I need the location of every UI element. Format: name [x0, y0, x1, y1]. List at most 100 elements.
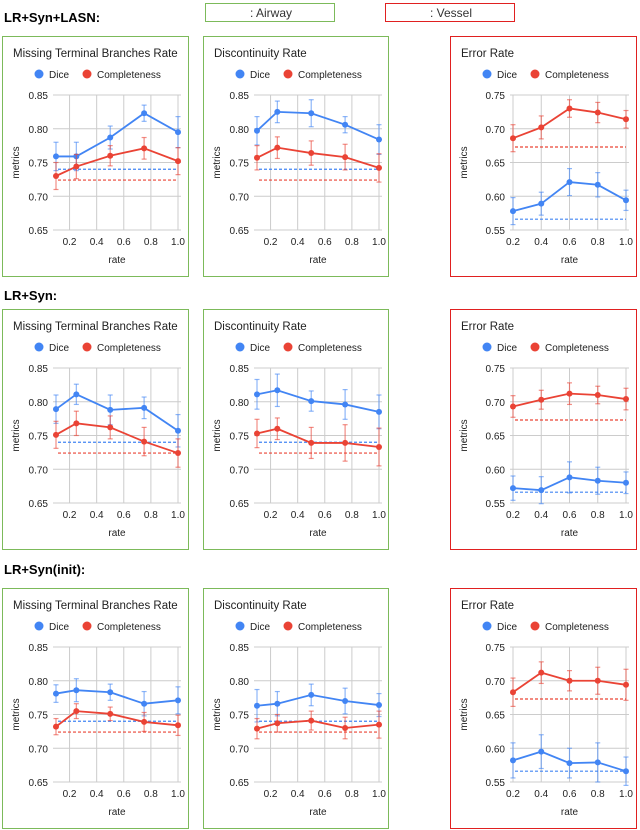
- y-tick-label: 0.65: [29, 499, 49, 510]
- completeness-point: [53, 723, 59, 730]
- chart-svg: Missing Terminal Branches Rate Dice Comple…: [11, 48, 185, 266]
- chart-panel-vessel: Error Rate Dice Completeness 0.55 0.60 0.65 0.…: [450, 588, 637, 829]
- completeness-point: [107, 710, 114, 717]
- chart-title: Error Rate: [461, 321, 514, 333]
- y-axis-label: metrics: [212, 146, 223, 178]
- completeness-point: [73, 708, 80, 715]
- legend-completeness-marker: [82, 69, 92, 79]
- dice-point: [53, 690, 59, 697]
- dice-point: [510, 208, 516, 215]
- completeness-point: [594, 109, 601, 116]
- x-tick-label: 0.8: [591, 789, 605, 800]
- dice-point: [175, 697, 181, 704]
- chart-panel-airway: Missing Terminal Branches Rate Dice Comple…: [2, 309, 189, 550]
- legend-dice-marker: [34, 69, 44, 79]
- completeness-point: [175, 722, 181, 729]
- dice-point: [342, 401, 349, 408]
- y-axis-label: metrics: [459, 419, 470, 451]
- row-label-syn: LR+Syn:: [4, 288, 58, 303]
- dice-line: [256, 110, 380, 141]
- completeness-point: [308, 150, 315, 157]
- legend-completeness-label: Completeness: [97, 622, 161, 633]
- y-axis-label: metrics: [459, 146, 470, 178]
- chart-title: Missing Terminal Branches Rate: [13, 48, 178, 60]
- legend-dice-marker: [235, 69, 245, 79]
- completeness-point: [376, 721, 382, 728]
- x-tick-label: 0.4: [534, 237, 548, 248]
- completeness-point: [175, 158, 181, 165]
- chart-panel-vessel: Error Rate Dice Completeness 0.55 0.60 0.65 0.…: [450, 309, 637, 550]
- legend-dice-marker: [34, 621, 44, 631]
- x-tick-label: 0.6: [117, 789, 131, 800]
- x-tick-label: 0.6: [563, 789, 577, 800]
- legend-dice-marker: [482, 342, 492, 352]
- completeness-point: [376, 443, 382, 450]
- chart-svg: Discontinuity Rate Dice Completeness 0.65 0.…: [212, 600, 386, 818]
- dice-point: [594, 759, 601, 766]
- legend-completeness-label: Completeness: [545, 343, 609, 354]
- y-tick-label: 0.80: [230, 677, 250, 688]
- y-tick-label: 0.65: [486, 711, 506, 722]
- y-tick-label: 0.80: [230, 125, 250, 136]
- x-tick-label: 0.4: [291, 510, 305, 521]
- legend-dice-label: Dice: [250, 343, 270, 354]
- dice-point: [538, 487, 545, 494]
- y-tick-label: 0.65: [29, 778, 49, 789]
- legend-completeness-label: Completeness: [97, 343, 161, 354]
- x-tick-label: 0.4: [291, 789, 305, 800]
- completeness-point: [141, 438, 148, 445]
- x-tick-label: 1.0: [619, 789, 633, 800]
- y-tick-label: 0.85: [230, 364, 250, 375]
- y-tick-label: 0.65: [230, 778, 250, 789]
- chart-title: Discontinuity Rate: [214, 321, 307, 333]
- x-tick-label: 0.8: [591, 237, 605, 248]
- x-tick-label: 0.8: [345, 237, 359, 248]
- completeness-point: [566, 677, 573, 684]
- chart-panel-airway: Discontinuity Rate Dice Completeness 0.65 0.…: [203, 588, 389, 829]
- dice-point: [254, 127, 260, 134]
- dice-point: [594, 181, 601, 188]
- chart-svg: Error Rate Dice Completeness 0.55 0.60 0.65 0.…: [459, 48, 633, 266]
- legend-completeness-label: Completeness: [545, 70, 609, 81]
- x-tick-label: 0.4: [90, 789, 104, 800]
- y-tick-label: 0.65: [29, 226, 49, 237]
- dice-point: [175, 427, 181, 434]
- y-tick-label: 0.70: [486, 677, 506, 688]
- x-tick-label: 0.2: [506, 789, 520, 800]
- completeness-point: [53, 173, 59, 179]
- x-tick-label: 0.4: [534, 510, 548, 521]
- dice-point: [538, 200, 545, 207]
- y-tick-label: 0.85: [29, 91, 49, 102]
- y-tick-label: 0.60: [486, 465, 506, 476]
- legend-dice-label: Dice: [250, 70, 270, 81]
- y-tick-label: 0.85: [230, 643, 250, 654]
- completeness-point: [73, 163, 80, 170]
- dice-point: [141, 110, 148, 117]
- chart-title: Discontinuity Rate: [214, 600, 307, 612]
- y-tick-label: 0.55: [486, 499, 506, 510]
- completeness-point: [308, 717, 315, 724]
- y-tick-label: 0.70: [230, 465, 250, 476]
- legend-completeness-label: Completeness: [545, 622, 609, 633]
- y-tick-label: 0.60: [486, 192, 506, 203]
- dice-point: [308, 398, 315, 405]
- completeness-point: [510, 135, 516, 142]
- x-axis-label: rate: [309, 528, 327, 539]
- x-tick-label: 0.2: [506, 510, 520, 521]
- vessel-key: : Vessel: [385, 3, 515, 22]
- legend-dice-label: Dice: [49, 622, 69, 633]
- legend-dice-marker: [235, 342, 245, 352]
- completeness-point: [274, 720, 281, 727]
- dice-point: [141, 404, 148, 411]
- dice-point: [53, 153, 59, 160]
- chart-svg: Missing Terminal Branches Rate Dice Comple…: [11, 321, 185, 539]
- completeness-line: [256, 427, 380, 448]
- y-tick-label: 0.85: [29, 643, 49, 654]
- x-tick-label: 0.6: [117, 237, 131, 248]
- x-tick-label: 1.0: [619, 510, 633, 521]
- y-tick-label: 0.80: [29, 125, 49, 136]
- x-tick-label: 0.4: [90, 237, 104, 248]
- completeness-point: [53, 431, 59, 438]
- dice-point: [376, 702, 382, 709]
- chart-panel-airway: Missing Terminal Branches Rate Dice Comple…: [2, 36, 189, 277]
